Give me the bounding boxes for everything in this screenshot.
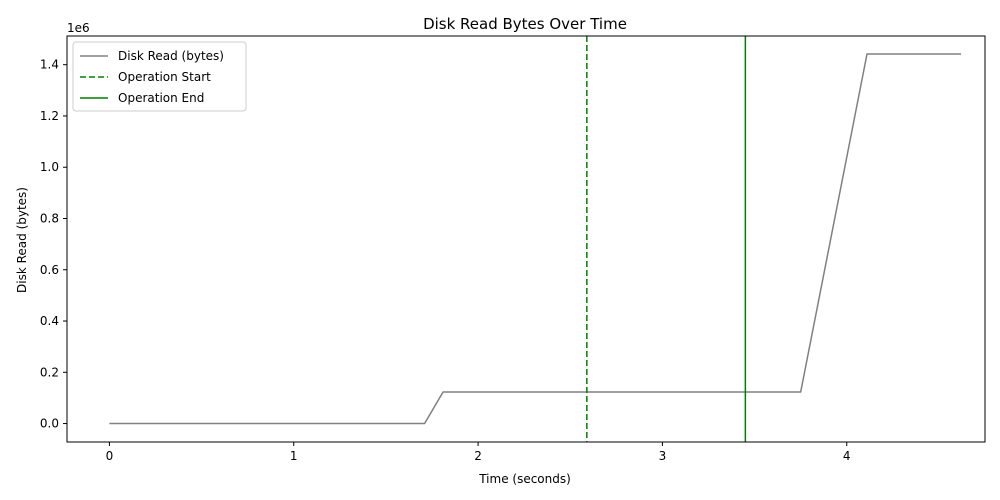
- x-tick-label: 4: [843, 449, 851, 463]
- x-axis-label: Time (seconds): [478, 472, 571, 486]
- y-tick-label: 1.2: [40, 109, 59, 123]
- y-tick-label: 0.0: [40, 417, 59, 431]
- y-offset-text: 1e6: [67, 21, 90, 35]
- chart-title: Disk Read Bytes Over Time: [423, 15, 627, 33]
- legend-box: [72, 41, 247, 112]
- legend-label: Operation End: [118, 91, 204, 105]
- legend-label: Operation Start: [118, 70, 211, 84]
- legend-label: Disk Read (bytes): [118, 49, 224, 63]
- y-tick-label: 1.4: [40, 58, 59, 72]
- y-tick-label: 0.8: [40, 211, 59, 225]
- y-tick-label: 0.6: [40, 263, 59, 277]
- y-tick-label: 0.4: [40, 314, 59, 328]
- x-tick-label: 0: [106, 449, 114, 463]
- y-axis-label: Disk Read (bytes): [15, 187, 29, 293]
- y-tick-label: 0.2: [40, 365, 59, 379]
- plot-frame: [66, 35, 986, 443]
- series-line-0: [109, 53, 962, 425]
- y-tick-label: 1.0: [40, 160, 59, 174]
- plot-content: [109, 36, 962, 442]
- x-tick-label: 2: [474, 449, 482, 463]
- legend: Disk Read (bytes) Operation Start Operatio…: [72, 41, 247, 112]
- y-axis: 0.0 0.2 0.4 0.6 0.8 1.0 1.2 1.4: [40, 58, 67, 431]
- x-tick-label: 1: [290, 449, 298, 463]
- x-axis: 0 1 2 3 4: [106, 442, 851, 463]
- x-tick-label: 3: [659, 449, 667, 463]
